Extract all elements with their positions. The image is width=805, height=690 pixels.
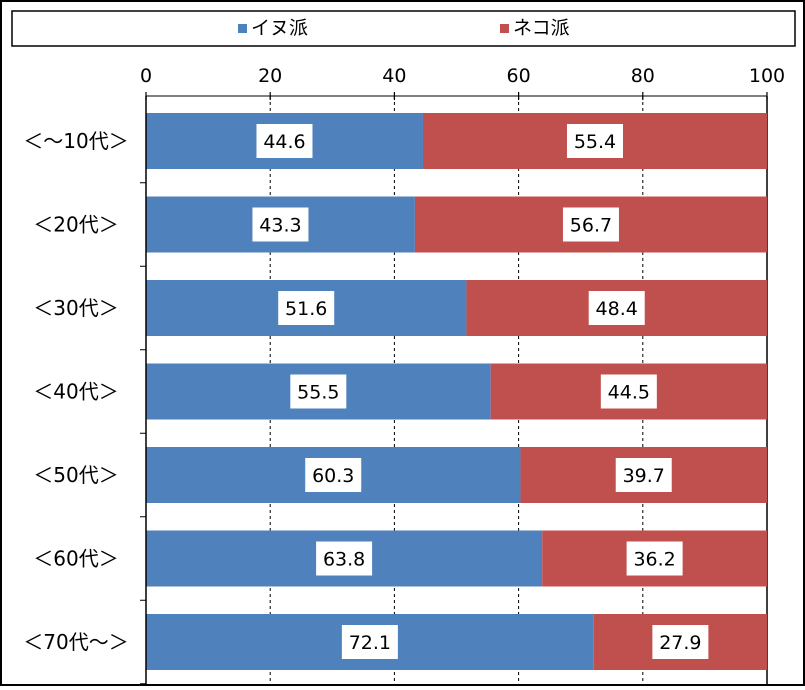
legend-label: ネコ派 bbox=[513, 17, 570, 39]
y-axis-categories: ＜～10代＞ ＜20代＞ ＜30代＞ ＜40代＞ ＜50代＞ ＜60代＞ ＜70代～＞ bbox=[23, 129, 146, 685]
data-label-box bbox=[278, 291, 335, 325]
data-label-box bbox=[256, 124, 313, 158]
x-tick-label: 60 bbox=[507, 65, 531, 87]
data-label-box bbox=[566, 124, 623, 158]
x-tick-label: 100 bbox=[749, 65, 785, 87]
data-label-box bbox=[290, 374, 347, 409]
x-tick-label: 0 bbox=[140, 65, 152, 87]
data-label-box bbox=[341, 625, 398, 659]
data-label: 39.7 bbox=[623, 465, 665, 487]
category-label: ＜70代～＞ bbox=[23, 630, 128, 654]
data-label: 55.4 bbox=[574, 131, 616, 153]
data-label-box bbox=[652, 625, 709, 659]
category-label: ＜～10代＞ bbox=[23, 129, 128, 153]
category-label: ＜20代＞ bbox=[33, 213, 118, 237]
legend-box bbox=[11, 10, 796, 47]
category-label: ＜60代＞ bbox=[33, 547, 118, 571]
data-label: 48.4 bbox=[596, 298, 638, 320]
category-label: ＜40代＞ bbox=[33, 380, 118, 404]
category-label: ＜30代＞ bbox=[33, 296, 118, 320]
x-tick-label: 20 bbox=[258, 65, 282, 87]
data-label-box bbox=[600, 374, 657, 409]
data-label-box bbox=[562, 207, 619, 242]
x-tick-label: 40 bbox=[382, 65, 406, 87]
data-label: 44.6 bbox=[263, 131, 305, 153]
category-label: ＜50代＞ bbox=[33, 463, 118, 487]
bars bbox=[146, 113, 767, 670]
legend-label: イヌ派 bbox=[251, 17, 308, 39]
data-label: 63.8 bbox=[323, 549, 365, 571]
data-label: 44.5 bbox=[608, 382, 650, 404]
data-label-box bbox=[615, 458, 672, 492]
data-label: 56.7 bbox=[570, 215, 612, 237]
data-label: 55.5 bbox=[297, 382, 339, 404]
data-label-box bbox=[588, 291, 645, 325]
data-label-box bbox=[316, 541, 373, 576]
data-label: 72.1 bbox=[349, 632, 391, 654]
data-label-box bbox=[626, 541, 683, 576]
legend: イヌ派 ネコ派 bbox=[238, 17, 570, 39]
legend-swatch bbox=[500, 24, 509, 33]
data-labels: 44.6 55.4 43.3 56.7 51.6 48.4 55.5 44.5 60.3 39.7… bbox=[252, 124, 709, 659]
data-label-box bbox=[305, 458, 362, 492]
data-label: 27.9 bbox=[659, 632, 701, 654]
data-label: 51.6 bbox=[285, 298, 327, 320]
data-label: 36.2 bbox=[633, 549, 675, 571]
data-label-box bbox=[252, 207, 309, 242]
data-label: 60.3 bbox=[312, 465, 354, 487]
legend-swatch bbox=[238, 24, 247, 33]
x-tick-label: 80 bbox=[631, 65, 655, 87]
data-label: 43.3 bbox=[259, 215, 301, 237]
